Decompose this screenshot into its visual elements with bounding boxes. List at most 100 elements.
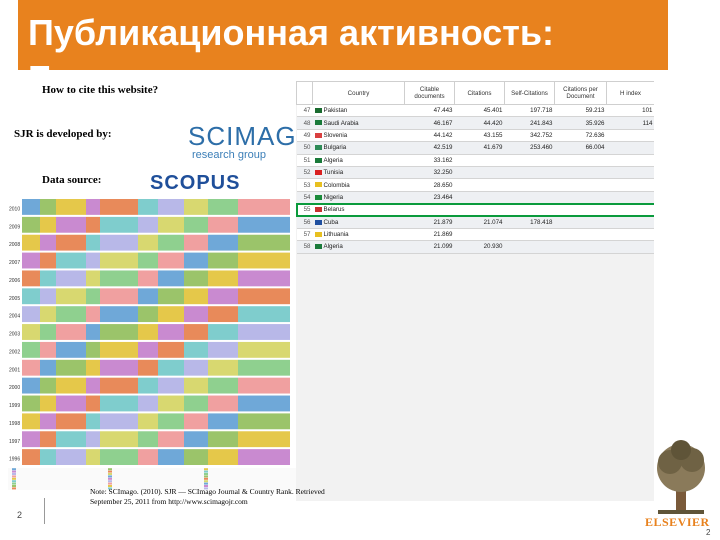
self-citations-cell: 197.718: [504, 104, 555, 118]
title-bar: [18, 0, 668, 70]
stacked-bar-segment: [208, 306, 238, 323]
column-header[interactable]: H index: [606, 81, 654, 105]
stacked-bar-segment: [86, 341, 100, 358]
stacked-bar-segment: [184, 306, 208, 323]
stacked-bar-segment: [86, 449, 100, 465]
country-cell[interactable]: Belarus: [312, 203, 405, 217]
citation-note: Note: SCImago. (2010). SJR — SCImago Jou…: [90, 487, 325, 506]
country-cell[interactable]: Algeria: [312, 240, 405, 254]
stacked-bar-segment: [22, 449, 40, 465]
stacked-bar-segment: [238, 395, 290, 412]
stacked-bar-segment: [158, 413, 184, 430]
column-header[interactable]: Country: [312, 81, 405, 105]
country-cell[interactable]: Colombia: [312, 178, 405, 192]
citations-cell: [454, 178, 505, 192]
legend-swatch: [108, 473, 112, 475]
stacked-bar-segment: [56, 431, 86, 448]
scimago-logo: SCIMAGO research group: [188, 122, 317, 162]
column-header[interactable]: Self-Citations: [504, 81, 555, 105]
table-header-row: Country Citable documents Citations Self-Ci…: [296, 81, 654, 105]
citable-documents-cell: 46.167: [404, 116, 455, 130]
legend-swatch: [204, 482, 208, 485]
stacked-bar-segment: [86, 288, 100, 305]
citations-per-document-cell: 72.636: [554, 129, 607, 143]
country-cell[interactable]: Slovenia: [312, 129, 405, 143]
h-index-cell: [606, 141, 654, 155]
stacked-bar-segment: [238, 324, 290, 340]
flag-icon: [314, 170, 322, 175]
stacked-bar-segment: [238, 359, 290, 376]
stacked-bar-segment: [158, 377, 184, 394]
legend-swatch: [204, 477, 208, 480]
stacked-bar-segment: [100, 449, 138, 465]
citable-documents-cell: 44.142: [404, 129, 455, 143]
legend-swatch: [12, 480, 16, 483]
column-header[interactable]: Citable documents: [404, 81, 455, 105]
stacked-bar-segment: [138, 252, 158, 269]
stacked-bar-segment: [56, 359, 86, 376]
country-name: Slovenia: [323, 131, 348, 139]
stacked-bar-segment: [86, 234, 100, 251]
stacked-bar-segment: [138, 324, 158, 340]
column-header[interactable]: Citations per Document: [554, 81, 607, 105]
country-cell[interactable]: Pakistan: [312, 104, 405, 118]
self-citations-cell: 253.460: [504, 141, 555, 155]
legend-swatch: [12, 473, 16, 475]
cite-question-link[interactable]: How to cite this website?: [42, 84, 159, 96]
country-cell[interactable]: Tunisia: [312, 166, 405, 180]
year-tick-label: 2005: [9, 296, 20, 302]
column-header[interactable]: [296, 81, 313, 105]
stacked-bar-segment: [158, 234, 184, 251]
stacked-bar-segment: [138, 341, 158, 358]
stacked-bar-segment: [208, 252, 238, 269]
stacked-bar-segment: [208, 234, 238, 251]
stacked-bar-segment: [100, 252, 138, 269]
table-row: 49 Slovenia 44.142 43.155 342.752 72.636: [296, 129, 654, 143]
citable-documents-cell: 23.464: [404, 191, 455, 205]
page-number-right: 2: [706, 528, 711, 537]
country-cell[interactable]: Lithuania: [312, 228, 405, 242]
stacked-bar-segment: [238, 306, 290, 323]
flag-icon: [314, 145, 322, 151]
stacked-bar-segment: [184, 377, 208, 394]
stacked-bar-segment: [86, 359, 100, 376]
column-header[interactable]: Citations: [454, 81, 505, 105]
stacked-bar-segment: [138, 306, 158, 323]
self-citations-cell: [504, 228, 555, 242]
country-cell[interactable]: Saudi Arabia: [312, 116, 405, 130]
country-name: Colombia: [323, 181, 350, 189]
rank-cell: 57: [296, 228, 313, 242]
country-cell[interactable]: Bulgaria: [312, 141, 405, 155]
country-name: Pakistan: [323, 107, 348, 115]
scimago-logo-subtitle: research group: [192, 149, 266, 161]
data-source-label: Data source:: [42, 174, 102, 186]
country-name: Algeria: [323, 156, 343, 164]
legend-swatch: [204, 468, 208, 471]
stacked-bar-segment: [40, 216, 56, 233]
country-name: Nigeria: [323, 193, 344, 201]
country-cell[interactable]: Nigeria: [312, 191, 405, 205]
stacked-bar-segment: [158, 395, 184, 412]
legend-swatch: [12, 468, 16, 471]
stacked-bar-segment: [100, 306, 138, 323]
stacked-bar-segment: [56, 270, 86, 287]
citable-documents-cell: 42.519: [404, 141, 455, 155]
country-cell[interactable]: Algeria: [312, 154, 405, 167]
stacked-bar-segment: [208, 377, 238, 394]
self-citations-cell: [504, 203, 555, 217]
stacked-bar-segment: [138, 431, 158, 448]
stacked-bar-segment: [22, 413, 40, 430]
stacked-bar-segment: [158, 359, 184, 376]
h-index-cell: [606, 203, 654, 217]
h-index-cell: 114: [606, 116, 654, 130]
stacked-bar-segment: [22, 306, 40, 323]
stacked-bar-segment: [22, 234, 40, 251]
citations-per-document-cell: [554, 203, 607, 217]
country-cell[interactable]: Cuba: [312, 216, 405, 229]
stacked-bar-segment: [138, 234, 158, 251]
year-tick-label: 2003: [9, 332, 20, 338]
citations-cell: 45.401: [454, 104, 505, 118]
year-tick-label: 1996: [9, 457, 20, 463]
stacked-bar-segment: [238, 413, 290, 430]
h-index-cell: 101: [606, 104, 654, 118]
